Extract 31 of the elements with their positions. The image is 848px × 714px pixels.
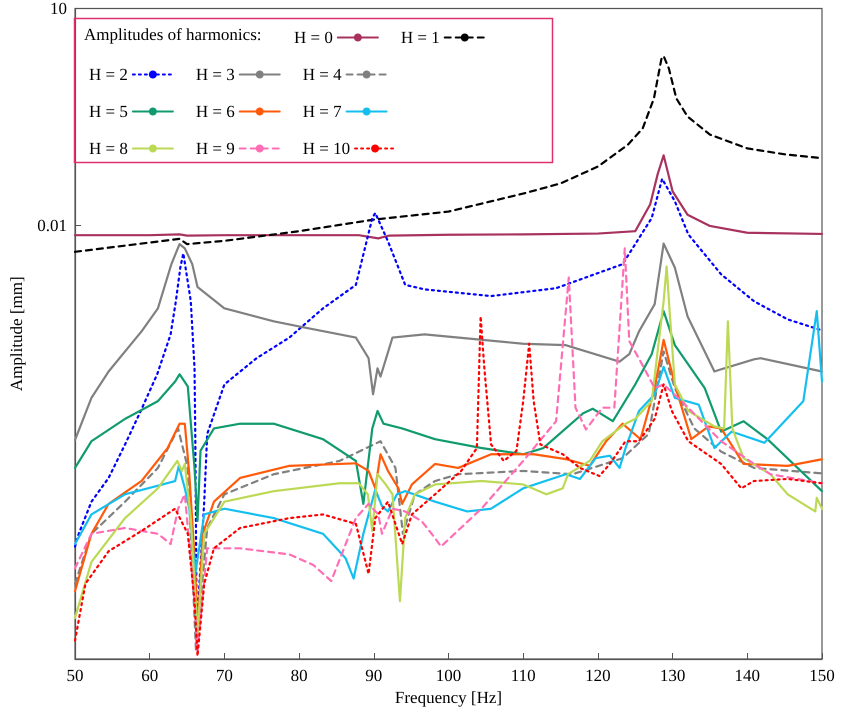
line-series: [74, 154, 824, 240]
line-series: [74, 310, 824, 522]
x-tick-label: 90: [365, 666, 382, 685]
x-tick-label: 70: [216, 666, 233, 685]
legend-label: H = 7: [302, 102, 342, 121]
x-tick-label: 150: [809, 666, 835, 685]
legend-label: H = 2: [88, 65, 128, 84]
x-tick-label: 140: [734, 666, 760, 685]
legend-label: H = 0: [294, 28, 333, 47]
line-series: [74, 242, 824, 442]
y-tick-label: 10: [50, 0, 67, 18]
legend-label: H = 4: [302, 65, 342, 84]
x-axis-title: Frequency [Hz]: [394, 688, 502, 707]
legend-label: H = 6: [196, 102, 235, 121]
x-tick-label: 120: [585, 666, 611, 685]
x-tick-label: 130: [660, 666, 686, 685]
legend-title: Amplitudes of harmonics:: [84, 25, 262, 44]
line-series: [74, 310, 824, 580]
y-axis-title: Amplitude [mm]: [7, 276, 26, 392]
legend-label: H = 1: [400, 28, 440, 47]
legend-label: H = 5: [88, 102, 128, 121]
x-tick-label: 60: [141, 666, 158, 685]
legend-label: H = 9: [196, 139, 235, 158]
x-tick-label: 50: [66, 666, 84, 685]
x-tick-label: 110: [510, 666, 536, 685]
legend-label: H = 8: [88, 139, 128, 158]
legend-label: H = 3: [196, 65, 235, 84]
y-tick-label: 0.01: [37, 216, 67, 235]
x-tick-label: 80: [290, 666, 308, 685]
legend-label: H = 10: [302, 139, 350, 158]
x-tick-label: 100: [436, 666, 462, 685]
